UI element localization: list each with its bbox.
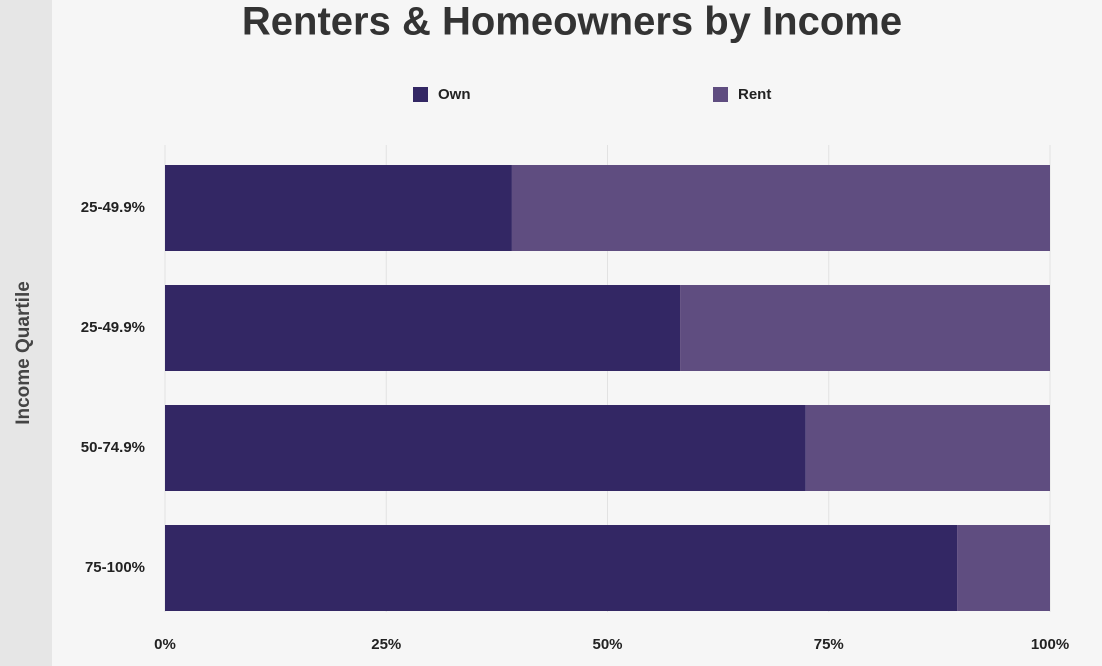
bar-segment	[165, 525, 958, 611]
x-tick-label: 0%	[154, 636, 176, 653]
y-tick-label: 50-74.9%	[81, 439, 145, 456]
legend-swatch	[713, 87, 728, 102]
legend-label: Own	[438, 86, 471, 103]
legend-label: Rent	[738, 86, 771, 103]
bar-segment	[957, 525, 1050, 611]
x-tick-label: 100%	[1031, 636, 1069, 653]
x-tick-label: 50%	[592, 636, 622, 653]
y-tick-label: 25-49.9%	[81, 199, 145, 216]
chart-title: Renters & Homeowners by Income	[242, 0, 902, 44]
bar-segment	[805, 405, 1050, 491]
side-strip	[0, 0, 52, 666]
x-tick-label: 25%	[371, 636, 401, 653]
y-tick-label: 25-49.9%	[81, 319, 145, 336]
bar-segment	[511, 165, 1050, 251]
bar-segment	[680, 285, 1050, 371]
y-tick-label: 75-100%	[85, 559, 145, 576]
bar-segment	[165, 285, 681, 371]
bar-segment	[165, 165, 512, 251]
bar-segment	[165, 405, 806, 491]
legend-swatch	[413, 87, 428, 102]
y-axis-label: Income Quartile	[13, 281, 34, 425]
x-tick-label: 75%	[814, 636, 844, 653]
